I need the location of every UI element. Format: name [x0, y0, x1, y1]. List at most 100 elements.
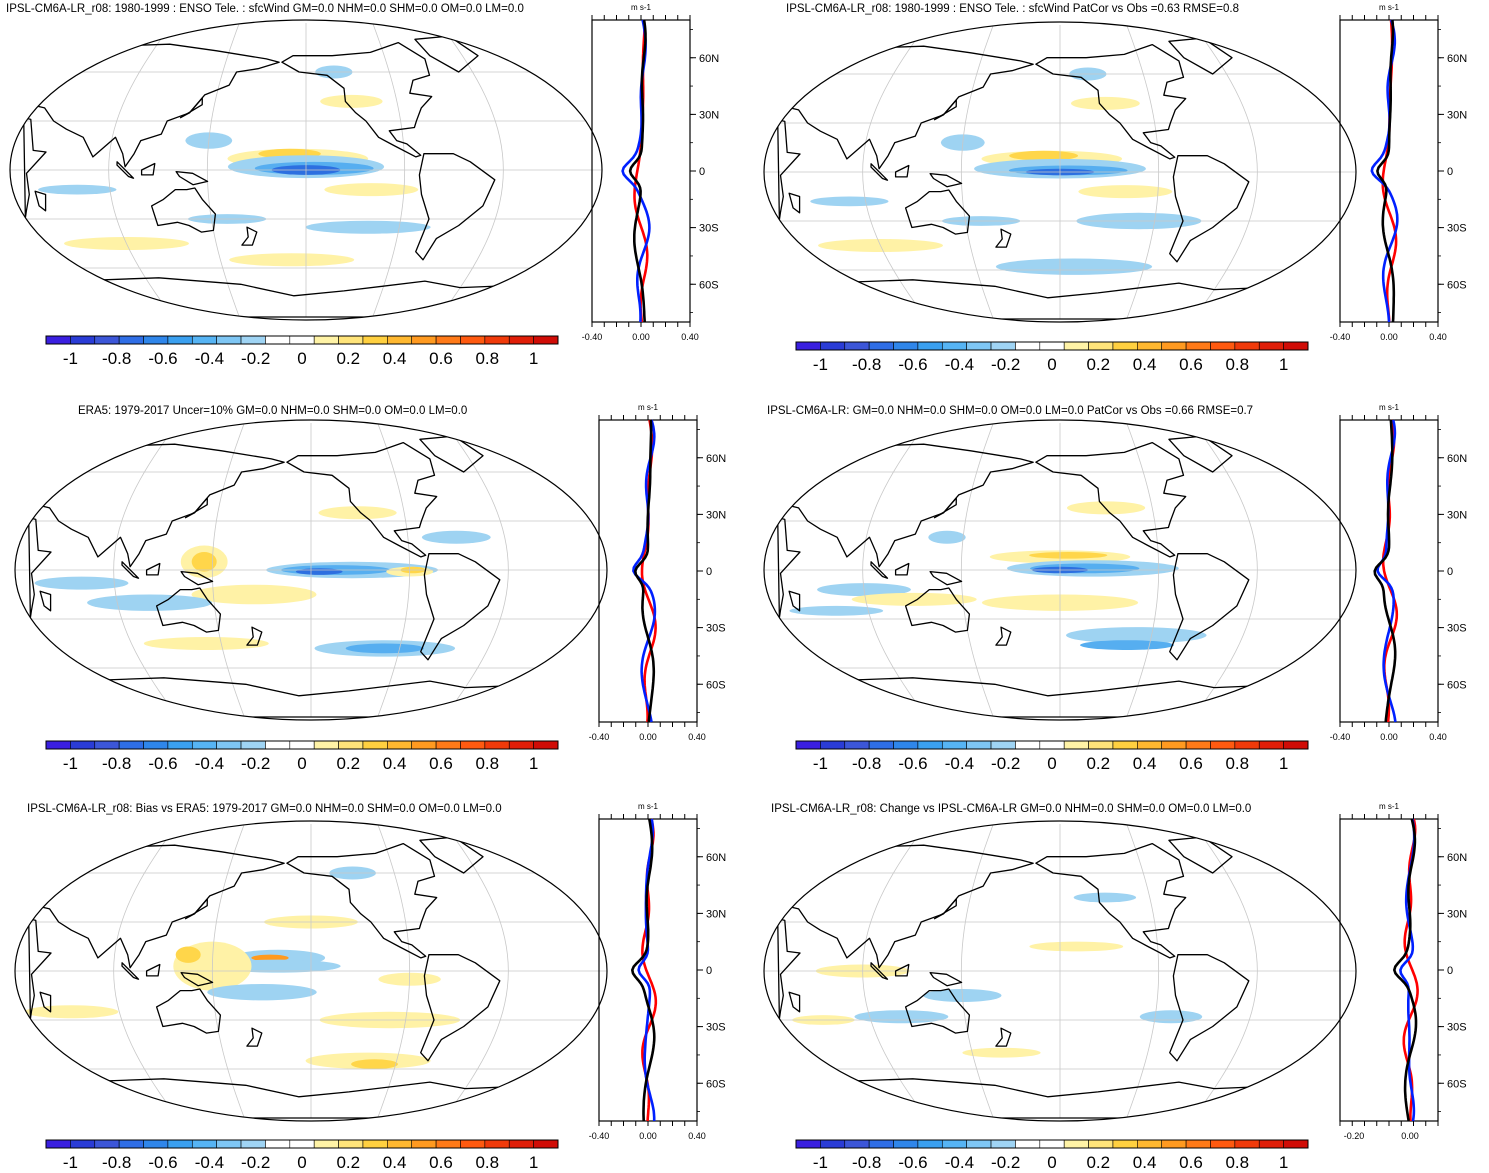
colorbar-label: -0.6: [898, 754, 927, 773]
colorbar: -1 -0.8 -0.6 -0.4 -0.2 0 0.2 0.4 0.6 0.8 1: [795, 740, 1309, 773]
colorbar-label: 0.6: [1179, 355, 1203, 374]
colorbar-label: 1: [1279, 1153, 1288, 1172]
anomaly-patch: [1080, 640, 1174, 650]
colorbar-swatch: [508, 1139, 534, 1149]
colorbar-label: 0.4: [383, 349, 407, 368]
longitude-gridline: [108, 22, 174, 318]
longitude-gridline: [211, 823, 245, 1119]
zonal-curve-model: [1376, 419, 1397, 723]
colorbar-swatch: [313, 335, 339, 345]
colorbar-swatch: [484, 1139, 510, 1149]
anomaly-patch: [1029, 941, 1124, 952]
longitude-gridline: [443, 422, 509, 718]
zonal-mean-plot: m s-1 -0.40 0.00 0.40 60N 30N 0 30S 60S: [589, 802, 726, 1141]
coastline: [929, 971, 963, 987]
lat-tick-label: 0: [706, 965, 712, 977]
colorbar-swatch: [1063, 341, 1089, 351]
colorbar-swatch: [191, 1139, 217, 1149]
anomaly-patch: [324, 183, 419, 197]
colorbar-swatch: [533, 335, 559, 345]
colorbar-label: 0.2: [336, 754, 360, 773]
colorbar-swatch: [1088, 1139, 1114, 1149]
longitude-gridline: [113, 823, 179, 1119]
colorbar-label: -0.2: [991, 754, 1020, 773]
colorbar-label: -0.6: [898, 355, 927, 374]
colorbar-label: -0.4: [195, 1153, 224, 1172]
colorbar-swatch: [265, 335, 291, 345]
colorbar-swatch: [1234, 341, 1260, 351]
colorbar-swatch: [893, 1139, 919, 1149]
lat-tick-label: 30S: [1447, 623, 1467, 635]
coastline: [415, 153, 496, 261]
anomaly-patch: [1073, 892, 1137, 903]
colorbar-swatch: [795, 1139, 821, 1149]
panel-title: IPSL-CM6A-LR_r08: Bias vs ERA5: 1979-201…: [27, 803, 502, 815]
zonal-mean-plot: m s-1 -0.40 0.00 0.40 60N 30N 0 30S 60S: [1330, 403, 1467, 742]
coastline: [121, 962, 140, 980]
colorbar-swatch: [191, 335, 217, 345]
anomaly-patch: [34, 576, 129, 590]
longitude-gridline: [1126, 823, 1160, 1119]
colorbar-swatch: [1063, 1139, 1089, 1149]
map-border: [763, 820, 1357, 1122]
coastline: [39, 590, 52, 612]
colorbar-label: 0.2: [336, 1153, 360, 1172]
colorbar: -1 -0.8 -0.6 -0.4 -0.2 0 0.2 0.4 0.6 0.8 1: [45, 1139, 559, 1172]
longitude-gridline: [211, 422, 245, 718]
coastline: [145, 562, 161, 576]
colorbar-label: -1: [813, 1153, 828, 1172]
panel-title: IPSL-CM6A-LR_r08: 1980-1999 : ENSO Tele.…: [786, 3, 1239, 15]
zonal-curve-mean: [631, 818, 656, 1122]
zonal-mean-plot: m s-1 -0.40 0.00 0.40 60N 30N 0 30S 60S: [589, 403, 726, 742]
colorbar-swatch: [990, 1139, 1016, 1149]
coastline: [1035, 842, 1187, 959]
coastline: [784, 844, 1034, 969]
colorbar-swatch: [289, 740, 315, 750]
coastline: [933, 99, 957, 121]
colorbar-swatch: [70, 740, 96, 750]
colorbar-label: -1: [63, 349, 78, 368]
x-tick-label: 0.40: [1429, 732, 1447, 742]
colorbar: -1 -0.8 -0.6 -0.4 -0.2 0 0.2 0.4 0.6 0.8 1: [45, 335, 559, 368]
lat-tick-label: 60S: [1447, 1078, 1467, 1090]
lat-tick-label: 30S: [1447, 223, 1467, 235]
colorbar-swatch: [45, 740, 71, 750]
colorbar-swatch: [508, 335, 534, 345]
x-tick-label: -0.40: [589, 732, 610, 742]
colorbar-label: -0.4: [195, 349, 224, 368]
longitude-gridline: [1192, 823, 1258, 1119]
unit-label: m s-1: [638, 403, 659, 412]
colorbar-label: -1: [813, 754, 828, 773]
coastline: [788, 991, 801, 1013]
longitude-gridline: [960, 422, 994, 718]
coastline: [145, 963, 161, 977]
colorbar-swatch: [216, 1139, 242, 1149]
zonal-curve-model: [637, 818, 656, 1121]
panel-model-patcor-all: IPSL-CM6A-LR: GM=0.0 NHM=0.0 SHM=0.0 OM=…: [745, 398, 1489, 790]
lat-tick-label: 60S: [706, 679, 726, 691]
coastline: [420, 954, 501, 1062]
colorbar-swatch: [533, 1139, 559, 1149]
lat-tick-label: 0: [699, 166, 705, 178]
anomaly-patch: [962, 1047, 1041, 1058]
colorbar-label: -1: [63, 754, 78, 773]
colorbar-swatch: [484, 740, 510, 750]
colorbar-swatch: [362, 1139, 388, 1149]
coastline: [184, 497, 208, 519]
colorbar-swatch: [435, 335, 461, 345]
colorbar-label: -0.4: [945, 754, 974, 773]
coastline: [870, 962, 889, 980]
colorbar-swatch: [1283, 1139, 1309, 1149]
coastline: [281, 41, 433, 158]
x-tick-label: 0.40: [688, 1131, 706, 1141]
zonal-curve-mean: [1376, 19, 1396, 323]
panel-title: IPSL-CM6A-LR: GM=0.0 NHM=0.0 SHM=0.0 OM=…: [767, 405, 1254, 417]
coastline: [180, 570, 214, 586]
colorbar-label: -0.8: [852, 1153, 881, 1172]
coastline: [150, 187, 217, 233]
colorbar-label: 0.8: [475, 349, 499, 368]
lat-tick-label: 0: [1447, 566, 1453, 578]
colorbar-swatch: [966, 1139, 992, 1149]
colorbar-swatch: [94, 335, 120, 345]
lat-tick-label: 60N: [1447, 53, 1467, 65]
